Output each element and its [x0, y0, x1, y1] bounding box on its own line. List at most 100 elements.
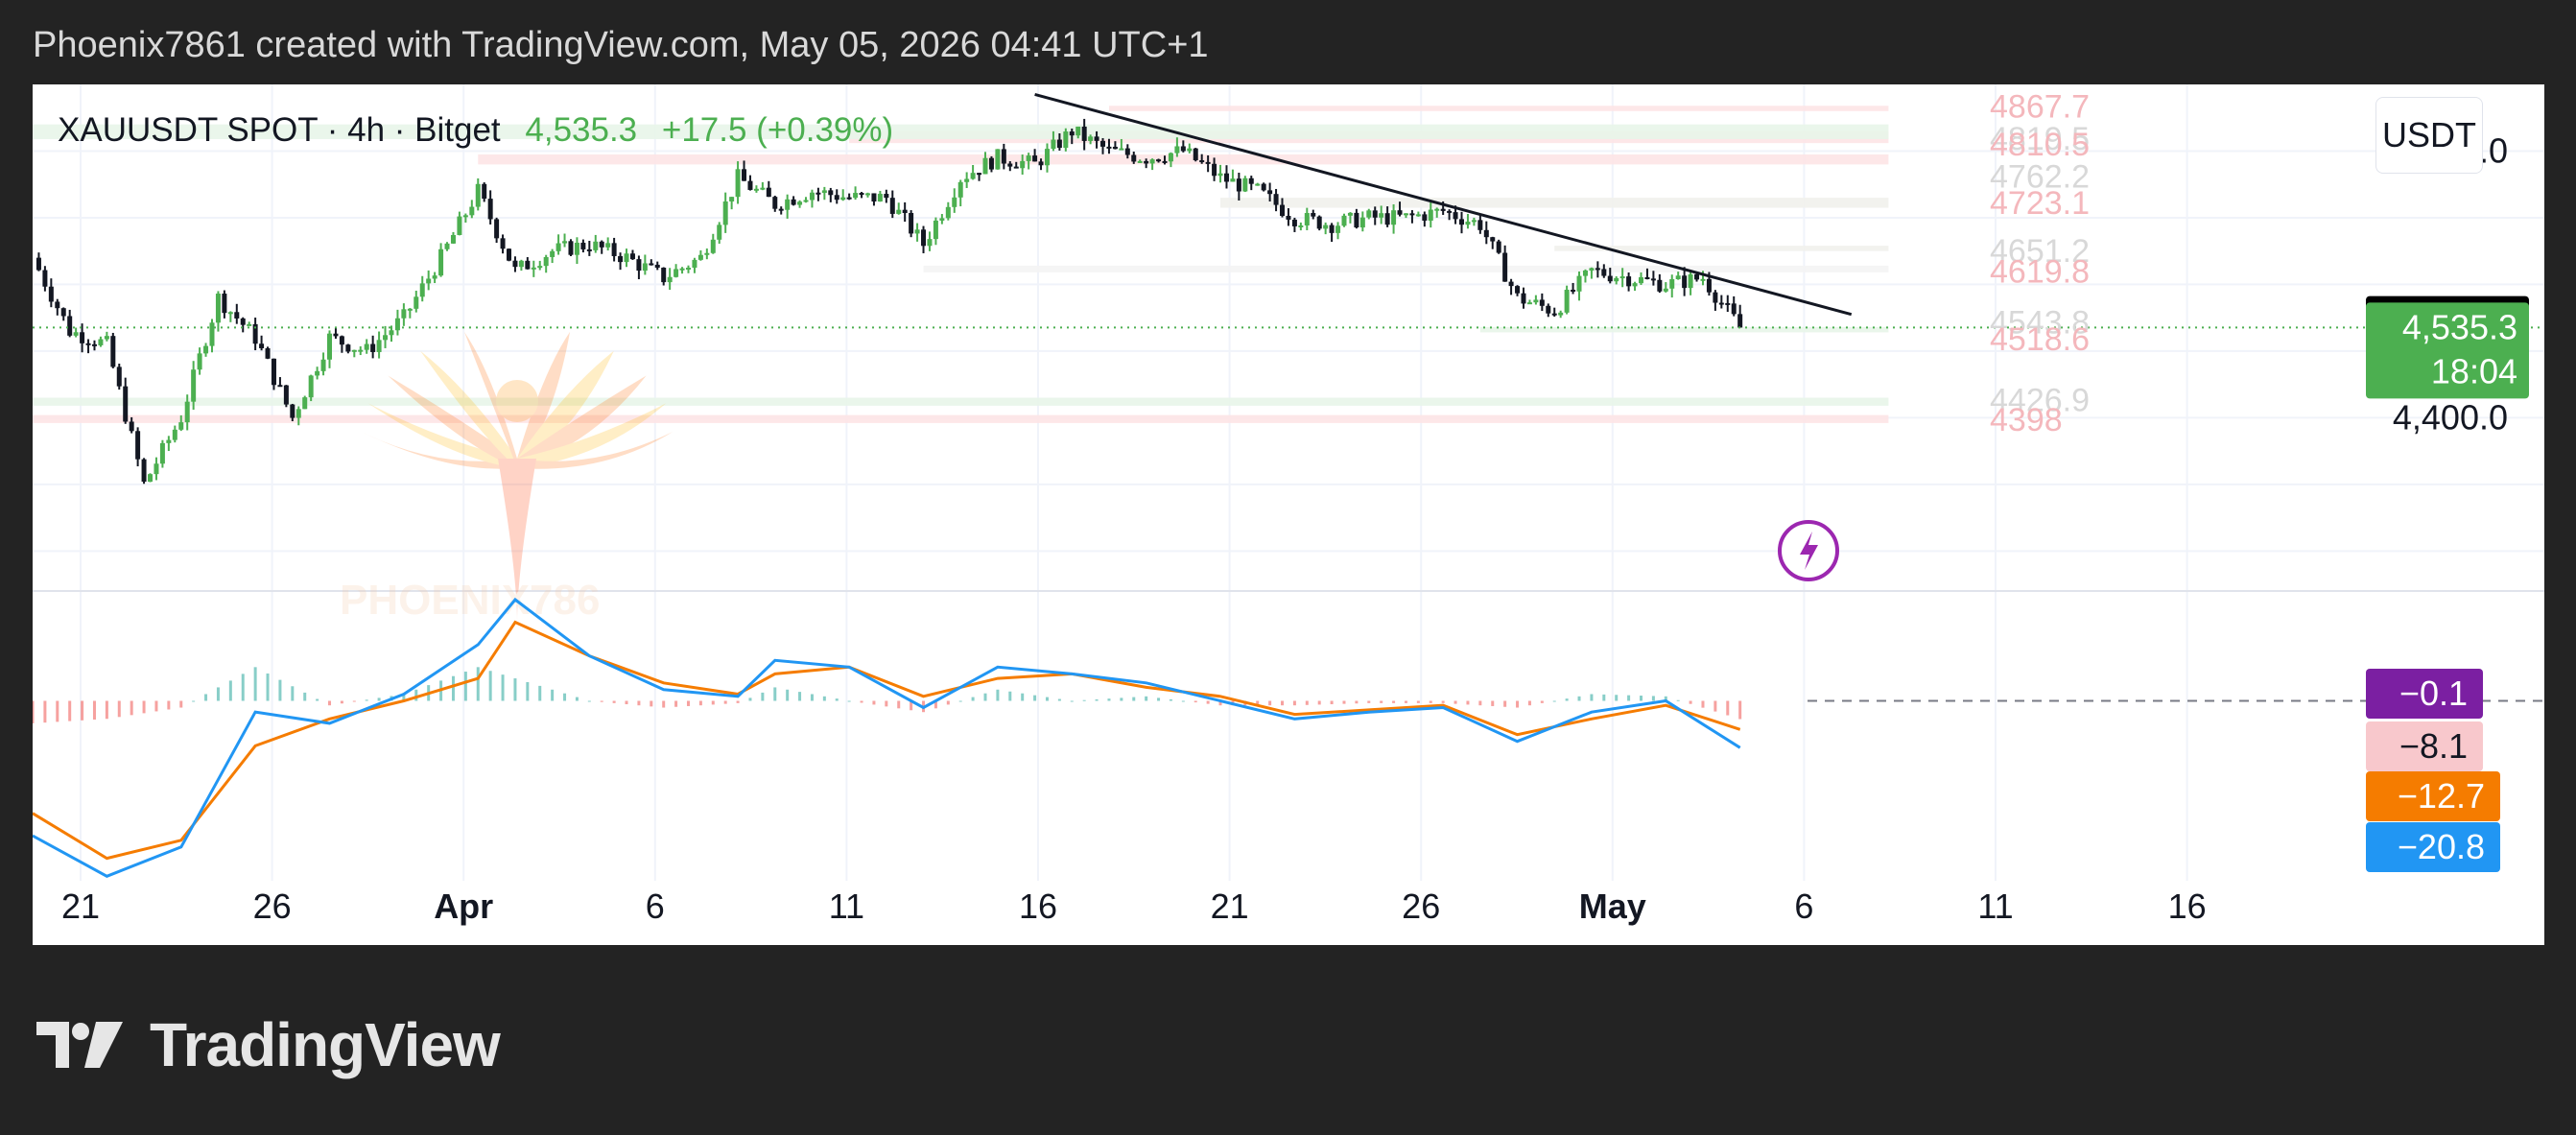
macd-line: [33, 597, 1741, 878]
histogram-bar: [1713, 700, 1717, 712]
candle-body: [1614, 277, 1619, 282]
candle-body: [791, 199, 796, 205]
candle-body: [853, 193, 859, 199]
candle-body: [1632, 283, 1638, 287]
candle-body: [1026, 155, 1031, 161]
candle-body: [1582, 270, 1588, 276]
tradingview-logo-icon: [36, 1022, 123, 1068]
histogram-bar: [377, 698, 381, 701]
candle-body: [1131, 154, 1137, 162]
candle-body: [1255, 183, 1261, 186]
macd-value-text: −0.1: [2399, 674, 2468, 713]
chart-panel[interactable]: PHOENIX786 4867.7 4819.5 4810.5 4762.2 4723.1…: [33, 84, 2544, 945]
time-axis-label: Apr: [434, 887, 493, 926]
histogram-bar: [328, 700, 332, 706]
candle-body: [141, 459, 147, 483]
phoenix-feather: [517, 331, 571, 468]
histogram-bar: [1478, 700, 1482, 706]
candle-body: [383, 335, 389, 341]
histogram-bar: [43, 700, 47, 723]
candle-body: [580, 243, 586, 249]
candle-body: [1205, 161, 1211, 164]
zone-label: 4518.6: [1990, 321, 2090, 358]
candle-body: [277, 385, 283, 388]
candle-body: [1323, 225, 1329, 229]
time-axis-label: 21: [61, 887, 100, 926]
candle-body: [747, 180, 753, 190]
candle-body: [215, 294, 221, 323]
candle-body: [1403, 213, 1408, 216]
candle-body: [209, 322, 215, 346]
histogram-bar: [167, 700, 171, 710]
candle-body: [73, 332, 79, 336]
candle-body: [1718, 302, 1724, 305]
candle-body: [1298, 225, 1304, 227]
alert-bolt: [1800, 532, 1818, 570]
histogram-bar: [996, 689, 1000, 701]
candle-body: [1682, 275, 1688, 289]
candle-body: [636, 259, 642, 272]
candle-body: [710, 239, 716, 253]
candle-body: [1644, 276, 1650, 279]
candle-body: [1020, 160, 1026, 169]
candle-body: [797, 201, 803, 205]
candle-body: [376, 340, 382, 352]
time-axis-label: 16: [2168, 887, 2207, 926]
last-price-tag: [2366, 302, 2529, 399]
candle-body: [1094, 136, 1099, 141]
histogram-bar: [1701, 700, 1705, 708]
candle-body: [525, 260, 531, 270]
candle-body: [339, 336, 344, 345]
candle-body: [1564, 289, 1570, 313]
candle-body: [809, 192, 815, 201]
candle-body: [605, 243, 611, 248]
candle-body: [1088, 136, 1094, 141]
currency-button[interactable]: USDT: [2375, 97, 2483, 174]
candle-body: [518, 260, 524, 268]
symbol-title[interactable]: XAUUSDT SPOT · 4h · Bitget: [58, 111, 501, 149]
candle-body: [618, 255, 624, 263]
macd-value-text: −20.8: [2398, 827, 2485, 866]
phoenix-head: [496, 380, 538, 422]
histogram-bar: [352, 700, 356, 702]
candle-body: [1013, 166, 1019, 169]
candle-body: [512, 260, 518, 268]
histogram-bar: [513, 678, 517, 701]
candle-body: [426, 278, 432, 284]
candle-body: [1496, 241, 1501, 253]
histogram-bar: [1602, 694, 1606, 701]
candle-body: [42, 270, 48, 287]
candle-body: [1069, 131, 1075, 136]
candle-body: [1168, 153, 1173, 162]
candle-body: [704, 252, 710, 255]
phoenix-feather: [388, 375, 517, 468]
candle-body: [988, 157, 994, 170]
candle-body: [735, 169, 741, 198]
histogram-bar: [81, 700, 84, 721]
candle-body: [60, 308, 66, 317]
candle-body: [977, 173, 982, 176]
histogram-bar: [538, 685, 542, 701]
tradingview-logo[interactable]: TradingView: [36, 1009, 501, 1080]
time-axis-label: May: [1579, 887, 1646, 926]
phoenix-feather: [361, 432, 517, 469]
histogram-bar: [1380, 700, 1383, 703]
candle-body: [1329, 225, 1335, 233]
candle-body: [957, 181, 963, 198]
candle-body: [555, 243, 561, 251]
candle-body: [543, 256, 549, 267]
candle-body: [586, 248, 592, 251]
chart-canvas[interactable]: PHOENIX786 4867.74819.54810.54762.24723.1…: [33, 84, 2544, 945]
symbol-legend[interactable]: XAUUSDT SPOT · 4h · Bitget 4,535.3 +17.5…: [58, 111, 893, 150]
candle-body: [1372, 210, 1378, 218]
candle-body: [1607, 275, 1613, 282]
candle-body: [240, 318, 246, 325]
candle-body: [753, 188, 759, 191]
candle-body: [1626, 276, 1632, 287]
phoenix-feather: [517, 403, 667, 468]
histogram-bar: [872, 700, 876, 705]
candle-body: [1149, 159, 1155, 164]
histogram-bar: [1169, 698, 1172, 701]
phoenix-feather: [367, 403, 517, 468]
candle-body: [828, 190, 834, 196]
